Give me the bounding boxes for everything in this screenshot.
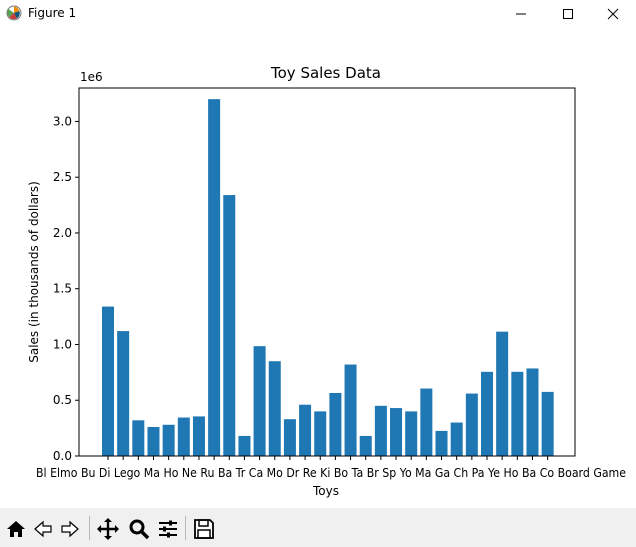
y-tick-label: 0.0 [53, 449, 72, 463]
navigation-toolbar [0, 508, 636, 547]
minimize-icon [516, 13, 526, 15]
y-ticks-group: 0.0 0.5 1.0 1.5 2.0 2.5 3.0 [53, 114, 79, 463]
toolbar-separator [89, 516, 90, 540]
toy-sales-chart: Toy Sales Data 1e6 0.0 0.5 1.0 1.5 2.0 2.5 3.0… [27, 64, 626, 498]
bar-23 [435, 430, 448, 456]
forward-arrow-icon [61, 520, 79, 538]
matplotlib-logo-icon [6, 5, 22, 21]
bar-18 [359, 435, 372, 456]
bar-2 [117, 331, 130, 456]
y-tick-label: 2.5 [53, 170, 72, 184]
bar-12 [268, 361, 281, 456]
bar-20 [390, 408, 403, 456]
bar-19 [374, 405, 387, 456]
bar-22 [420, 388, 433, 456]
y-tick-label: 1.0 [53, 337, 72, 351]
axes-frame [78, 87, 576, 457]
magnifier-icon [129, 519, 150, 540]
bar-17 [344, 364, 357, 456]
y-tick-label: 2.0 [53, 226, 72, 240]
title-bar: Figure 1 [0, 0, 636, 28]
y-tick-label: 1.5 [53, 282, 72, 296]
y-axis-offset-label: 1e6 [80, 70, 103, 84]
toolbar-separator [185, 516, 186, 540]
floppy-icon [194, 519, 214, 539]
close-button[interactable] [590, 0, 636, 28]
chart-title: Toy Sales Data [270, 64, 381, 82]
x-ticks-group [107, 456, 549, 460]
bar-28 [511, 371, 524, 456]
bar-9 [223, 195, 236, 457]
configure-subplots-button[interactable] [155, 516, 181, 542]
bar-4 [147, 427, 160, 456]
bar-27 [496, 331, 509, 456]
forward-button[interactable] [57, 516, 83, 542]
bar-10 [238, 435, 251, 456]
bar-16 [329, 392, 342, 456]
maximize-button[interactable] [545, 0, 591, 28]
bar-7 [192, 416, 205, 456]
zoom-button[interactable] [126, 516, 152, 542]
bars-group [102, 99, 554, 457]
bar-5 [162, 424, 175, 456]
home-button[interactable] [3, 516, 29, 542]
bar-14 [299, 404, 312, 456]
minimize-button[interactable] [498, 0, 544, 28]
home-icon [7, 521, 25, 537]
x-axis-label: Toys [312, 484, 339, 498]
close-icon [607, 8, 619, 20]
y-tick-label: 3.0 [53, 114, 72, 128]
bar-30 [541, 391, 554, 456]
x-tick-labels: Bl Elmo Bu Di Lego Ma Ho Ne Ru Ba Tr Ca … [36, 466, 626, 480]
window-title: Figure 1 [28, 6, 77, 20]
maximize-icon [563, 9, 573, 19]
move-icon [97, 518, 119, 540]
sliders-icon [159, 520, 177, 538]
bar-11 [253, 346, 266, 456]
save-button[interactable] [191, 516, 217, 542]
y-axis-label: Sales (in thousands of dollars) [27, 181, 41, 363]
bar-25 [465, 393, 478, 456]
figure-canvas[interactable]: Toy Sales Data 1e6 0.0 0.5 1.0 1.5 2.0 2.5 3.0… [0, 28, 636, 508]
bar-6 [177, 417, 190, 456]
bar-8 [208, 99, 221, 457]
y-tick-label: 0.5 [53, 393, 72, 407]
bar-24 [450, 422, 463, 456]
pan-button[interactable] [95, 516, 121, 542]
bar-21 [405, 411, 418, 456]
bar-13 [283, 419, 296, 456]
bar-15 [314, 411, 327, 456]
bar-3 [132, 420, 145, 456]
back-button[interactable] [30, 516, 56, 542]
bar-1 [102, 306, 114, 456]
bar-26 [481, 371, 493, 456]
bar-29 [526, 368, 539, 456]
back-arrow-icon [34, 520, 52, 538]
